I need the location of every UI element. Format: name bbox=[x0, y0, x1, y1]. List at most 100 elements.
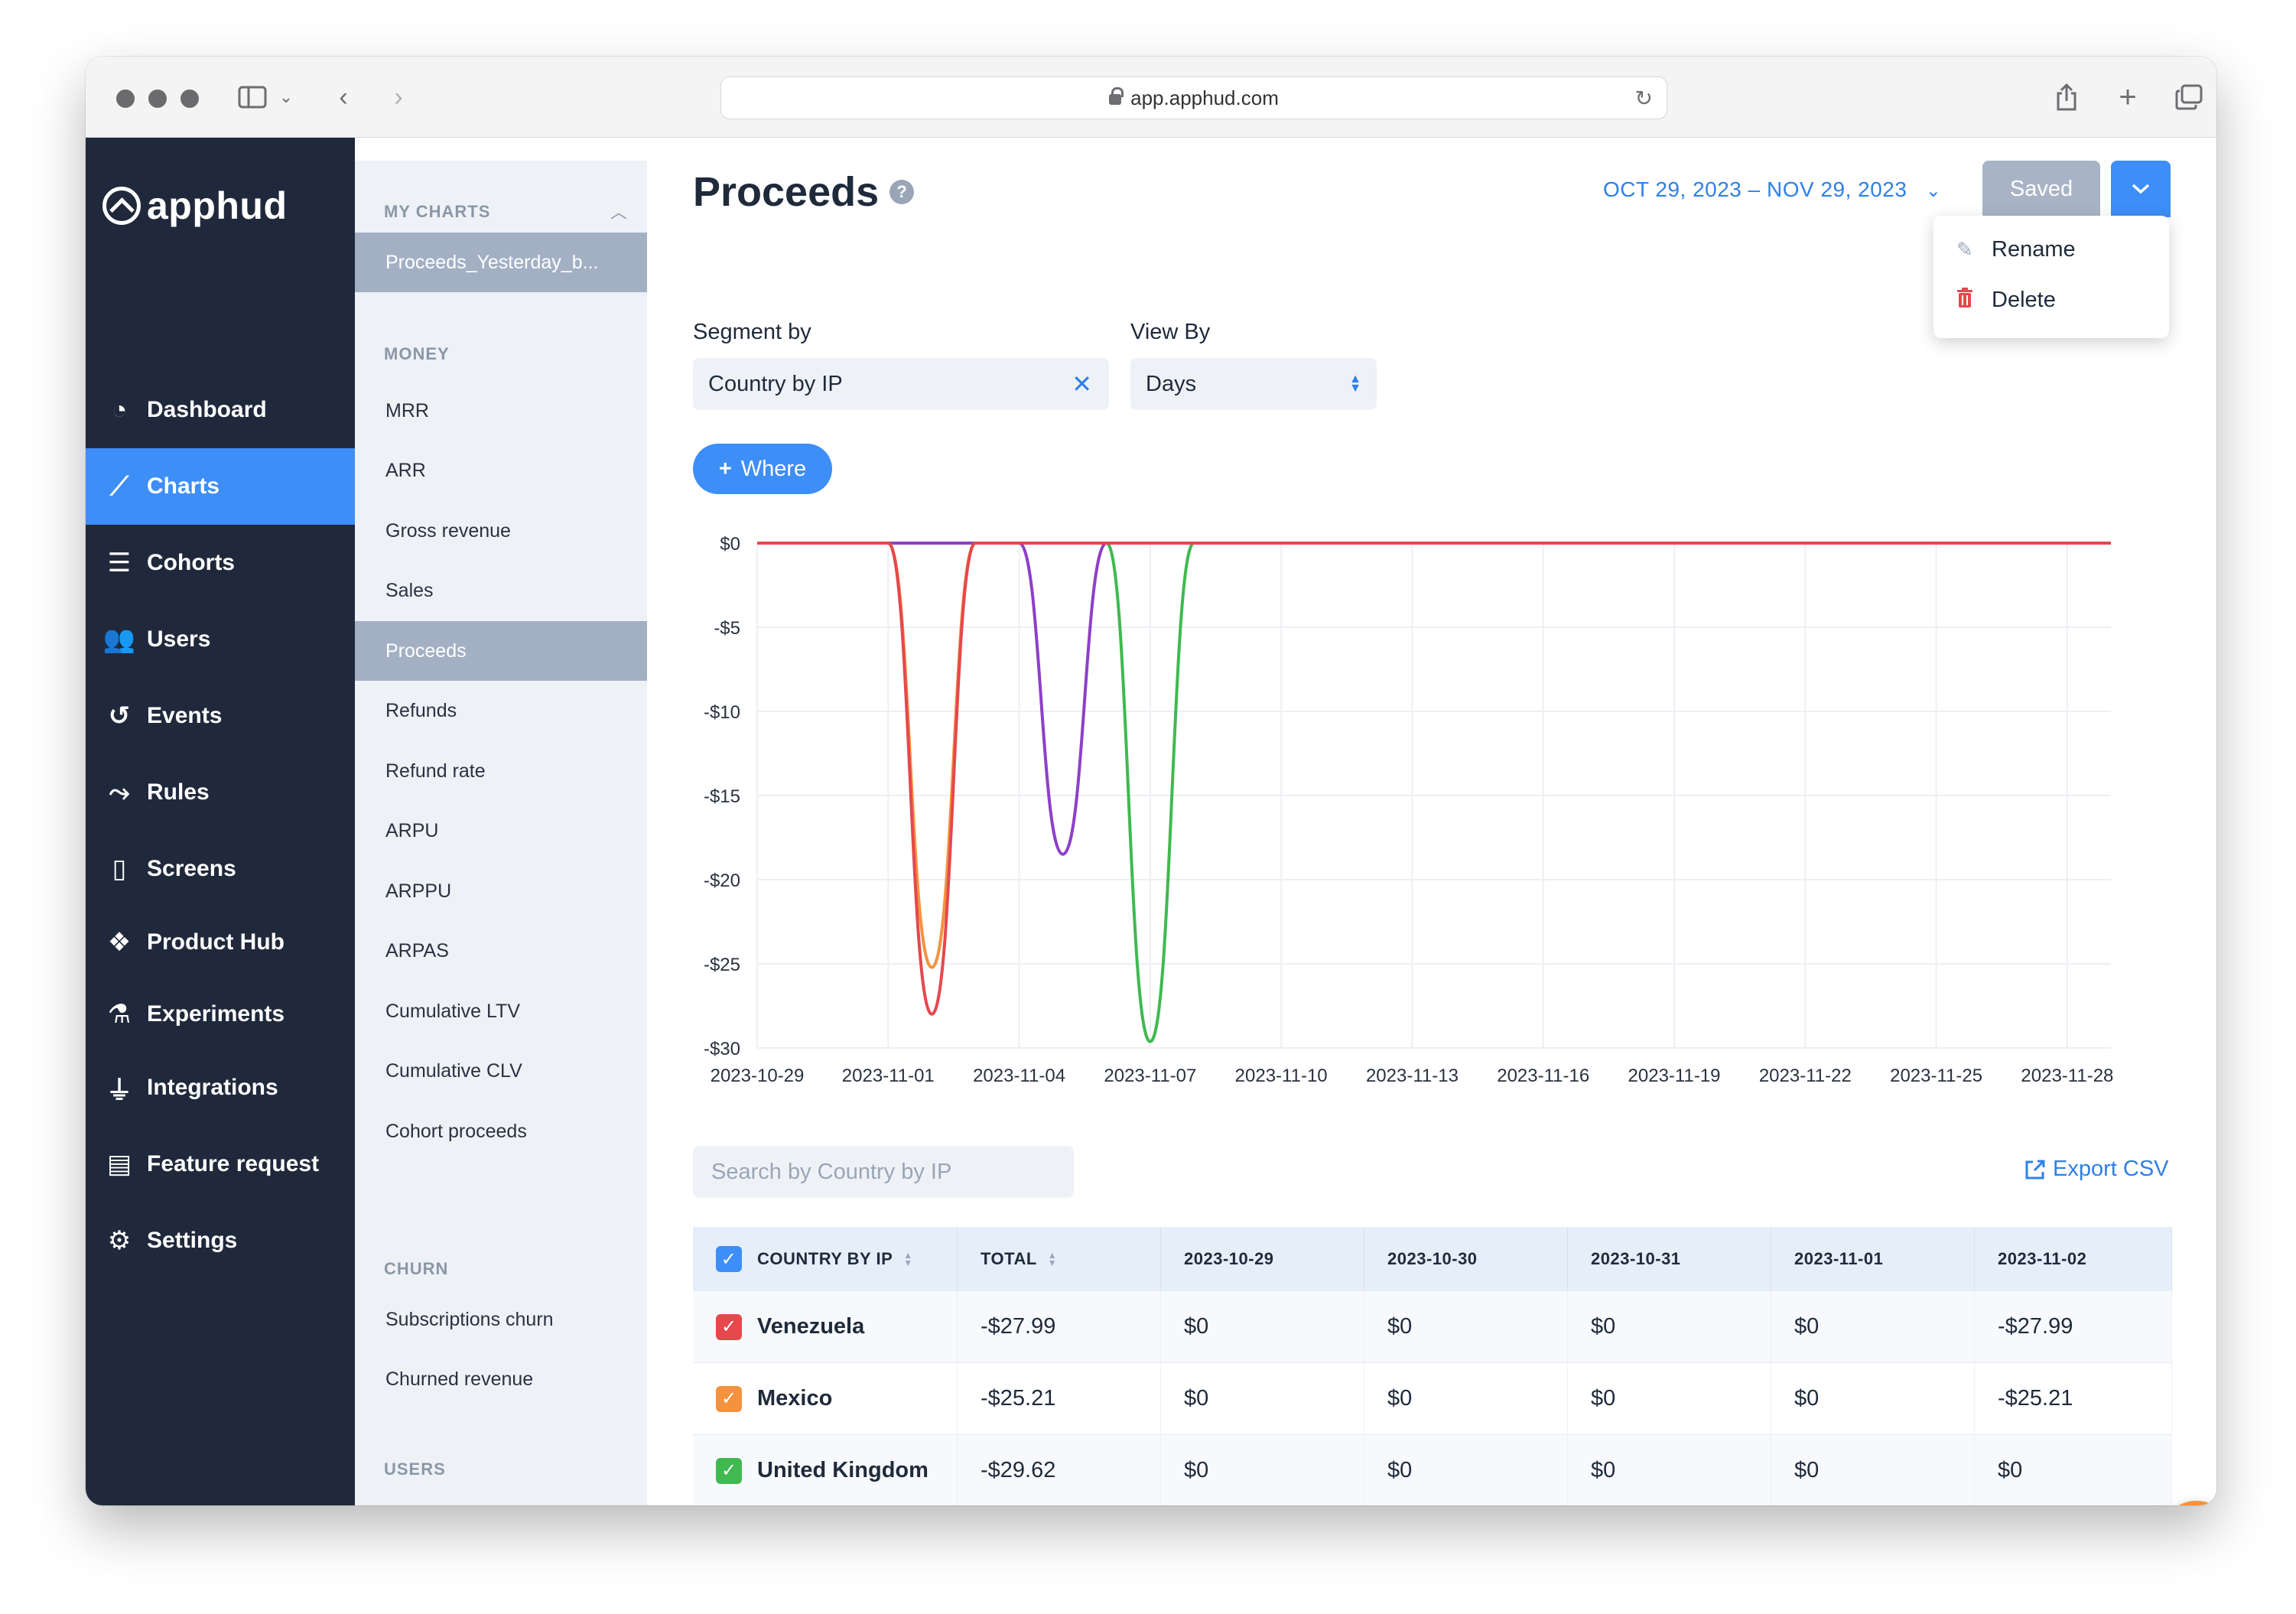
reload-icon[interactable]: ↻ bbox=[1634, 86, 1653, 110]
sidebar-item-charts[interactable]: ⟋ Charts bbox=[86, 448, 355, 525]
tabs-overview-icon[interactable] bbox=[2172, 80, 2206, 115]
x-tick-label: 2023-11-07 bbox=[1104, 1066, 1196, 1086]
sidebar-item-feature-request[interactable]: ▤ Feature request bbox=[86, 1126, 355, 1202]
value-cell: $0 bbox=[1771, 1435, 1975, 1505]
sidebar-item-cohorts[interactable]: ☰ Cohorts bbox=[86, 525, 355, 601]
chart-list-item-cohort-proceeds[interactable]: Cohort proceeds bbox=[385, 1120, 527, 1142]
my-charts-header[interactable]: MY CHARTS bbox=[384, 202, 491, 221]
row-checkbox[interactable]: ✓ bbox=[716, 1313, 742, 1340]
chart-options-dropdown-button[interactable] bbox=[2111, 161, 2171, 217]
series-line-venezuela[interactable] bbox=[757, 542, 2111, 1016]
x-tick-label: 2023-11-16 bbox=[1497, 1066, 1589, 1086]
date-range-picker[interactable]: OCT 29, 2023 – NOV 29, 2023 ⌄ bbox=[1603, 177, 1942, 201]
share-icon[interactable] bbox=[2051, 80, 2082, 115]
country-search-input[interactable]: Search by Country by IP bbox=[693, 1146, 1074, 1198]
chart-list-item-churned-revenue[interactable]: Churned revenue bbox=[385, 1368, 534, 1390]
value-cell: $0 bbox=[1161, 1291, 1364, 1362]
sidebar-item-rules[interactable]: ⤳ Rules bbox=[86, 754, 355, 831]
delete-menu-item[interactable]: Delete bbox=[1956, 288, 2056, 313]
chevron-down-icon: ⌄ bbox=[1925, 181, 1942, 201]
chart-list-item-proceeds[interactable]: Proceeds bbox=[355, 621, 647, 681]
saved-chart-item[interactable]: Proceeds_Yesterday_b... bbox=[355, 233, 647, 292]
sidebar-item-users[interactable]: 👥 Users bbox=[86, 601, 355, 678]
forward-icon[interactable]: › bbox=[394, 82, 403, 112]
x-tick-label: 2023-11-10 bbox=[1235, 1066, 1328, 1086]
x-tick-label: 2023-10-29 bbox=[711, 1066, 805, 1086]
view-by-select[interactable]: Days ▲ ▼ bbox=[1130, 358, 1377, 410]
value-cell: $0 bbox=[1364, 1363, 1568, 1434]
chart-list-item-arpu[interactable]: ARPU bbox=[385, 820, 439, 841]
chart-list-item-refund-rate[interactable]: Refund rate bbox=[385, 760, 486, 782]
address-bar[interactable]: app.apphud.com ↻ bbox=[720, 76, 1667, 119]
view-by-label: View By bbox=[1130, 320, 1211, 344]
x-tick-label: 2023-11-04 bbox=[973, 1066, 1065, 1086]
x-tick-label: 2023-11-01 bbox=[842, 1066, 935, 1086]
zoom-window-button[interactable] bbox=[180, 89, 199, 108]
value-cell: $0 bbox=[1364, 1435, 1568, 1505]
chart-list-item-new-users[interactable]: New users bbox=[355, 1498, 647, 1505]
series-line-united-kingdom[interactable] bbox=[757, 542, 2111, 1043]
y-tick-label: -$30 bbox=[704, 1039, 740, 1059]
clear-icon[interactable]: ✕ bbox=[1072, 370, 1092, 398]
help-icon[interactable]: ? bbox=[889, 180, 915, 204]
back-icon[interactable]: ‹ bbox=[339, 82, 348, 112]
new-tab-icon[interactable]: + bbox=[2119, 80, 2137, 114]
sidebar-toggle-icon[interactable] bbox=[236, 80, 269, 115]
proceeds-line-chart[interactable]: $0 -$5 -$10 -$15 -$20 -$25 -$30 2023-10-29 2023-… bbox=[693, 520, 2172, 1117]
segment-by-select[interactable]: Country by IP ✕ bbox=[693, 358, 1109, 410]
sidebar-item-screens[interactable]: ▯ Screens bbox=[86, 831, 355, 907]
column-header: 2023-10-31 bbox=[1568, 1227, 1771, 1291]
sort-icon[interactable]: ▲ ▼ bbox=[903, 1250, 913, 1268]
chevron-down-icon bbox=[2132, 184, 2150, 194]
value-cell: $0 bbox=[1568, 1363, 1771, 1434]
y-tick-label: -$10 bbox=[704, 702, 740, 723]
country-cell: ✓ United Kingdom bbox=[693, 1435, 958, 1505]
sort-icon[interactable]: ▲ ▼ bbox=[1047, 1250, 1058, 1268]
chart-list-item-sales[interactable]: Sales bbox=[385, 580, 434, 601]
chart-list-item-subscriptions-churn[interactable]: Subscriptions churn bbox=[385, 1308, 554, 1330]
sidebar-item-experiments[interactable]: ⚗ Experiments bbox=[86, 976, 355, 1053]
sidebar-item-dashboard[interactable]: ◔ Dashboard bbox=[86, 372, 355, 448]
close-window-button[interactable] bbox=[116, 89, 135, 108]
money-header: MONEY bbox=[384, 344, 450, 363]
column-header[interactable]: TOTAL ▲ ▼ bbox=[958, 1227, 1161, 1291]
series-line-mexico[interactable] bbox=[757, 542, 2111, 969]
row-checkbox[interactable]: ✓ bbox=[716, 1457, 742, 1484]
sidebar-item-events[interactable]: ↺ Events bbox=[86, 678, 355, 754]
apphud-logo[interactable]: apphud bbox=[102, 184, 288, 228]
chart-list-panel: MY CHARTS ︿ Proceeds_Yesterday_b... MONE… bbox=[355, 161, 647, 1505]
rename-menu-item[interactable]: ✎ Rename bbox=[1956, 237, 2076, 262]
chart-list-item-refunds[interactable]: Refunds bbox=[385, 700, 457, 721]
sidebar-item-label: Integrations bbox=[147, 1075, 278, 1100]
sidebar-item-integrations[interactable]: ⏚ Integrations bbox=[86, 1049, 355, 1126]
column-header: 2023-11-01 bbox=[1771, 1227, 1975, 1291]
select-all-checkbox[interactable]: ✓ bbox=[716, 1246, 742, 1272]
row-checkbox[interactable]: ✓ bbox=[716, 1385, 742, 1412]
chart-list-item-arppu[interactable]: ARPPU bbox=[385, 880, 452, 902]
where-filter-button[interactable]: + Where bbox=[693, 444, 832, 494]
sidebar-item-label: Dashboard bbox=[147, 397, 267, 422]
series-line-taiwan[interactable] bbox=[757, 542, 2111, 856]
value-cell: $0 bbox=[1568, 1435, 1771, 1505]
chevron-up-icon[interactable]: ︿ bbox=[610, 203, 628, 222]
sidebar-item-product-hub[interactable]: ❖ Product Hub bbox=[86, 904, 355, 981]
column-header-label: 2023-10-29 bbox=[1184, 1249, 1274, 1268]
chart-list-item-cumulative-ltv[interactable]: Cumulative LTV bbox=[385, 1000, 520, 1022]
chart-list-item-cumulative-clv[interactable]: Cumulative CLV bbox=[385, 1060, 522, 1082]
y-tick-label: -$25 bbox=[704, 955, 740, 975]
minimize-window-button[interactable] bbox=[148, 89, 167, 108]
chart-list-item-arpas[interactable]: ARPAS bbox=[385, 940, 449, 962]
saved-button[interactable]: Saved bbox=[1982, 161, 2100, 217]
chart-list-item-mrr[interactable]: MRR bbox=[385, 399, 429, 421]
chart-list-item-gross-revenue[interactable]: Gross revenue bbox=[385, 519, 511, 542]
url-text: app.apphud.com bbox=[1130, 86, 1279, 109]
proceeds-table: ✓ COUNTRY BY IP ▲ ▼ TOTAL ▲ ▼ 2023-10-29 2023-10… bbox=[693, 1227, 2172, 1505]
chart-list-item-arr[interactable]: ARR bbox=[385, 460, 426, 481]
column-header[interactable]: ✓ COUNTRY BY IP ▲ ▼ bbox=[693, 1227, 958, 1291]
sidebar-item-settings[interactable]: ⚙ Settings bbox=[86, 1202, 355, 1279]
export-csv-link[interactable]: Export CSV bbox=[2024, 1157, 2169, 1182]
chevron-down-icon[interactable]: ⌄ bbox=[278, 87, 294, 106]
sidebar-item-label: Feature request bbox=[147, 1151, 320, 1176]
browser-titlebar: ⌄ ‹ › app.apphud.com ↻ + bbox=[86, 57, 2216, 138]
support-chat-button[interactable] bbox=[2160, 1501, 2216, 1505]
